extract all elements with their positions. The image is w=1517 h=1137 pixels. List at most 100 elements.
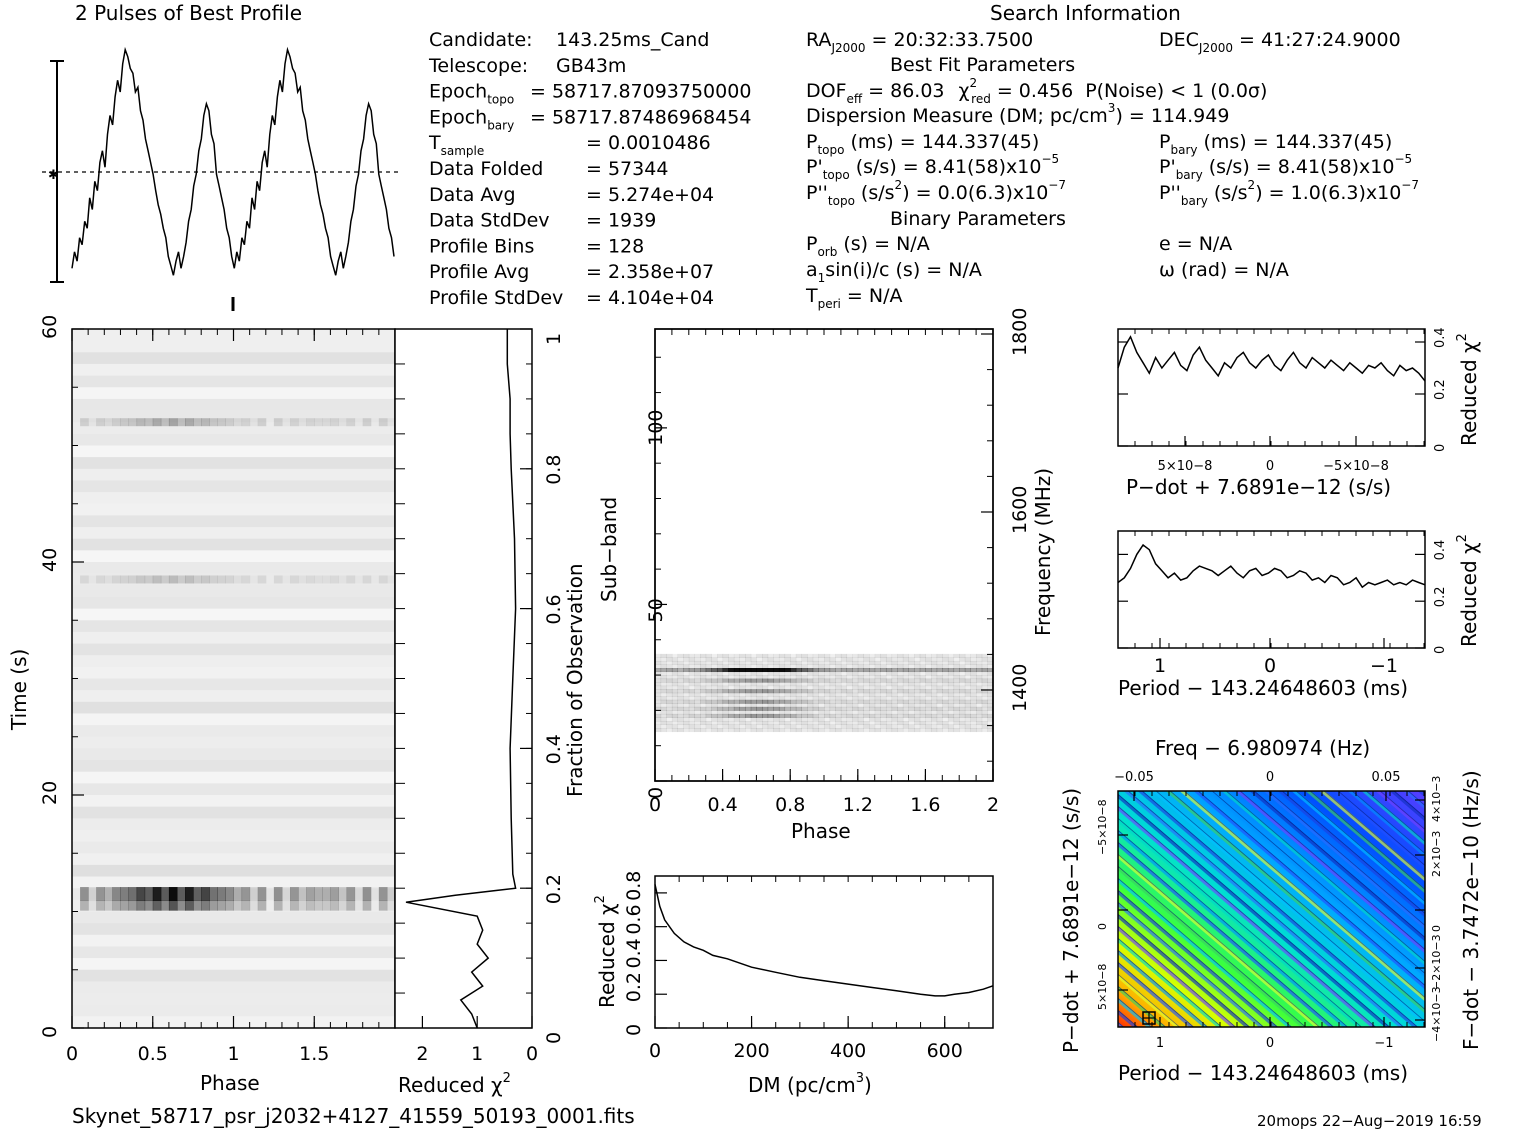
subband-cell [671,717,679,722]
subband-cell [846,668,853,673]
contour-band [1118,841,1335,1027]
subband-cell [767,653,774,658]
pulse-segment [209,887,218,902]
subband-cell [829,728,836,733]
subband-cell [733,724,740,729]
subband-cell [942,678,949,683]
pulse-segment [338,575,347,583]
subband-cell [722,710,729,715]
subband-cell [677,657,684,662]
subband-cell [976,713,983,718]
subband-cell [756,720,763,725]
subband-cell [711,675,718,680]
subband-cell [914,678,921,683]
subband-cell [762,696,769,701]
subband-cell [778,696,786,701]
subband-cell [857,699,864,704]
subband-cell [671,689,679,694]
subband-cell [790,699,797,704]
subband-cell [655,692,662,697]
subband-cell [925,671,932,676]
subband-cell [970,692,977,697]
subband-cell [711,710,718,715]
subband-cell [959,706,966,711]
subband-cell [677,689,684,694]
subband-cell [863,699,870,704]
subband-cell [914,706,921,711]
subband-cell [869,720,876,725]
profile-line [71,46,395,276]
time-row [72,911,395,924]
subband-cell [885,706,893,711]
subband-cell [925,724,932,729]
subband-cell [818,710,825,715]
subband-cell [846,657,853,662]
subband-cell [795,717,802,722]
pulse-segment [136,418,146,427]
subband-cell [863,696,870,701]
subband-cell [778,653,786,658]
subband-cell [801,668,808,673]
subband-cell [694,653,701,658]
subband-cell [936,682,943,687]
subband-cell [931,653,938,658]
subband-cell [716,671,724,676]
subband-cell [846,671,853,676]
subband-cell [942,668,949,673]
subband-cell [739,724,746,729]
subband-cell [790,671,797,676]
subband-cell [846,696,853,701]
subband-cell [655,703,662,708]
fraction-tick: 0.4 [543,734,565,764]
subband-cell [756,717,763,722]
subband-cell [981,699,988,704]
subband-cell [688,682,695,687]
time-row [72,608,395,621]
subband-cell [767,713,774,718]
subband-cell [869,699,876,704]
subband-cell [728,713,735,718]
pulse-segment [346,887,356,902]
phase-tick: 0.5 [138,1043,168,1065]
subband-cell [756,728,763,733]
subband-cell [739,689,746,694]
contour-band [1118,949,1209,1027]
pulse-segment [273,900,283,911]
subband-cell [700,724,707,729]
pulse-segment [266,901,275,911]
binary-heading: Binary Parameters [890,208,1066,230]
subband-cell [655,668,662,673]
subband-cell [970,699,977,704]
pulse-segment [152,887,162,902]
subband-cell [694,675,701,680]
subband-cell [942,671,949,676]
subband-cell [733,689,740,694]
subband-cell [711,685,718,690]
subband-cell [756,657,763,662]
pulse-segment [282,418,291,426]
subband-cell [784,699,791,704]
subband-cell [812,703,819,708]
pulse-segment [290,900,299,911]
pulse-segment [209,575,218,584]
subband-cell [666,678,673,683]
subband-cell [812,671,819,676]
subband-cell [863,664,870,669]
subband-cell [666,653,673,658]
info-key: Data Avg [429,184,516,206]
subband-cell [976,689,983,694]
svg-text:P''topo(s/s2) = 0.0(6.3)x10−7: P''topo (s/s2) = 0.0(6.3)x10−7 [806,178,1066,208]
subband-cell [795,724,802,729]
subband-cell [818,664,825,669]
subband-cell [959,675,966,680]
subband-cell [739,671,746,676]
svg-text:Tperi= N/A: Tperi = N/A [805,285,902,311]
time-row [72,841,395,854]
subband-cell [700,728,707,733]
pulse-segment [298,418,307,427]
subband-cell [919,699,926,704]
subband-cell [705,682,712,687]
subband-cell [857,728,864,733]
freq-tick: 0.05 [1372,770,1401,785]
subband-cell [756,675,763,680]
